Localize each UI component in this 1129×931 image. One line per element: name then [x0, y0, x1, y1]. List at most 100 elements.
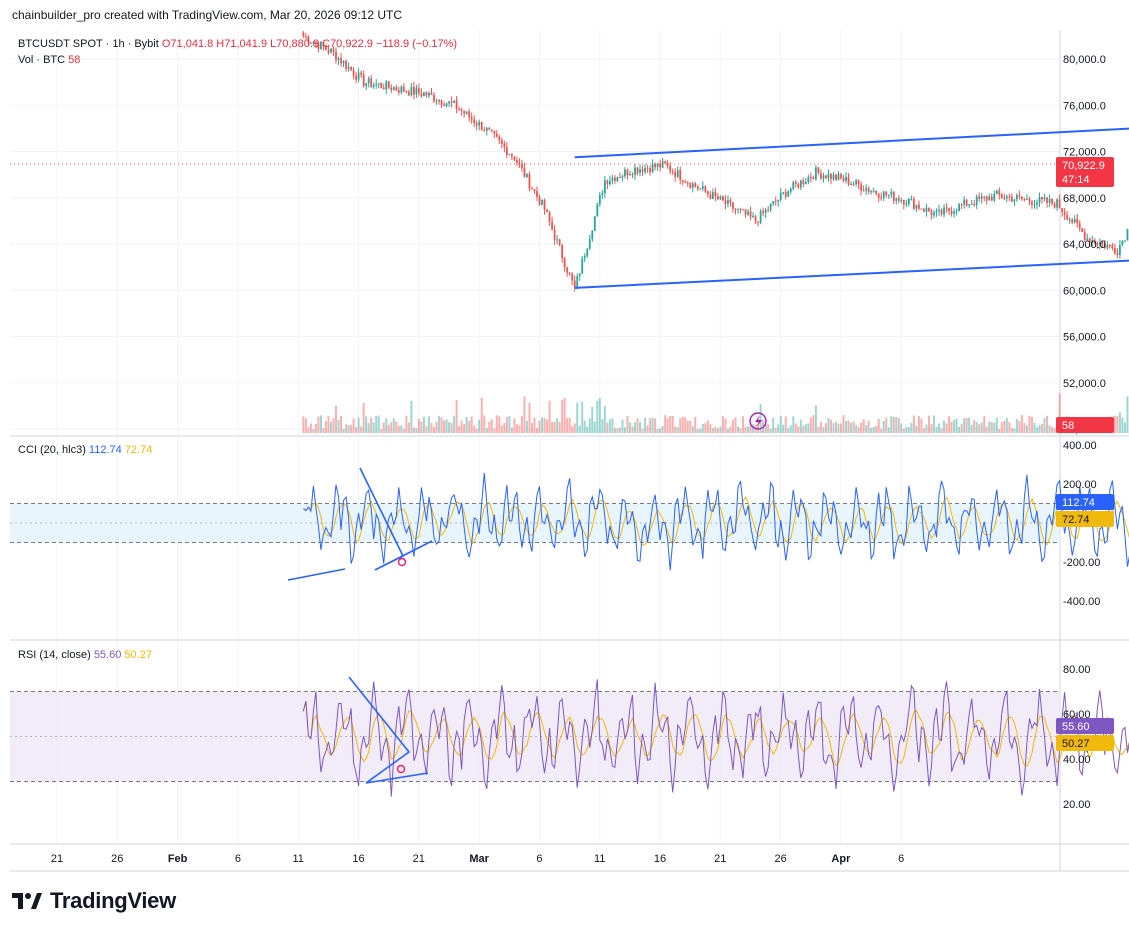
volume-bar [385, 418, 388, 433]
volume-bar [757, 419, 760, 433]
candle-body [505, 147, 508, 156]
candle-body [347, 67, 350, 69]
candle-body [608, 180, 611, 185]
candle-body [817, 167, 820, 173]
candle-body [764, 209, 767, 214]
time-tick-label: 6 [536, 853, 542, 865]
candle-body [742, 209, 744, 211]
volume-bar [998, 428, 1001, 433]
candle-body [413, 86, 415, 95]
volume-bar [902, 428, 905, 433]
candle-body [689, 183, 692, 188]
volume-bar [922, 428, 925, 433]
candle-body [433, 94, 435, 102]
candle-body [794, 181, 797, 184]
candle-body [1061, 208, 1064, 212]
volume-bars [302, 393, 1129, 433]
candle-body [312, 42, 315, 44]
volume-bar [920, 418, 923, 433]
volume-bar [375, 415, 378, 433]
volume-bar [666, 418, 669, 433]
candle-body [578, 273, 581, 277]
cci-tick-label: -200.00 [1063, 557, 1100, 569]
candle-body [1088, 238, 1091, 243]
volume-bar [686, 420, 689, 433]
chart-attribution: chainbuilder_pro created with TradingVie… [12, 8, 402, 22]
candle-body [495, 133, 498, 137]
candle-body [571, 273, 574, 281]
volume-label[interactable]: Vol · BTC [18, 54, 66, 66]
volume-bar [897, 417, 900, 433]
candle-body [669, 165, 672, 172]
candle-body [335, 51, 337, 61]
volume-bar [774, 427, 777, 433]
candle-body [475, 123, 478, 126]
candle-body [905, 203, 908, 205]
volume-bar [412, 427, 415, 433]
candle-body [784, 192, 787, 197]
volume-bar [945, 423, 948, 433]
volume-bar [1043, 418, 1046, 433]
candle-body [644, 167, 646, 173]
volume-bar [319, 415, 322, 433]
candle-body [930, 211, 933, 216]
channel-lower-line [574, 259, 1129, 289]
candle-body [945, 207, 948, 209]
volume-bar [556, 418, 559, 433]
candle-body [749, 211, 752, 217]
volume-bar [611, 418, 614, 433]
candle-body [483, 130, 486, 132]
volume-bar [415, 428, 418, 433]
candle-body [948, 208, 950, 212]
candle-body [563, 258, 566, 268]
candle-body [722, 196, 724, 201]
volume-bar [588, 418, 591, 433]
rsi-legend[interactable]: RSI (14, close) 55.60 50.27 [18, 649, 152, 661]
volume-bar [905, 426, 908, 433]
candle-body [1033, 204, 1036, 206]
candle-body [445, 103, 448, 107]
candle-body [681, 180, 684, 183]
cci-value-badge [1056, 494, 1114, 510]
volume-bar [350, 424, 353, 433]
rsi-tick-label: 80.00 [1063, 664, 1091, 676]
candle-body [747, 211, 749, 215]
candle-body [847, 176, 850, 185]
candle-body [566, 267, 569, 273]
price-tick-label: 72,000.0 [1063, 147, 1106, 159]
candle-body [586, 248, 589, 257]
volume-bar [917, 416, 920, 433]
volume-bar [817, 426, 820, 433]
tradingview-logo[interactable]: TradingView [12, 888, 176, 914]
volume-bar [377, 415, 380, 433]
candle-body [1018, 195, 1021, 197]
volume-bar [709, 424, 712, 433]
volume-bar [636, 418, 639, 433]
candle-body [480, 121, 483, 131]
symbol-label[interactable]: BTCUSDT SPOT · 1h · Bybit [18, 38, 159, 50]
candle-body [518, 162, 521, 165]
volume-bar [596, 400, 599, 433]
candle-body [938, 209, 940, 212]
volume-bar [948, 416, 951, 433]
candle-body [943, 207, 945, 215]
candle-body [1048, 198, 1051, 203]
volume-bar [696, 428, 699, 433]
candle-body [955, 211, 958, 213]
volume-bar [1123, 422, 1126, 433]
volume-bar [425, 426, 428, 433]
candle-body [387, 81, 390, 88]
candle-body [375, 84, 378, 86]
ohlc-close: C70,922.9 [322, 38, 373, 50]
volume-bar [312, 428, 315, 433]
volume-bar [890, 416, 893, 433]
candle-body [1051, 198, 1053, 204]
volume-badge-text: 58 [1062, 420, 1074, 432]
time-tick-label: Apr [831, 853, 851, 865]
cci-legend[interactable]: CCI (20, hlc3) 112.74 72.74 [18, 444, 152, 456]
candle-body [802, 180, 805, 184]
volume-bar [606, 422, 609, 433]
candle-body [1023, 199, 1026, 201]
volume-bar [691, 426, 694, 433]
